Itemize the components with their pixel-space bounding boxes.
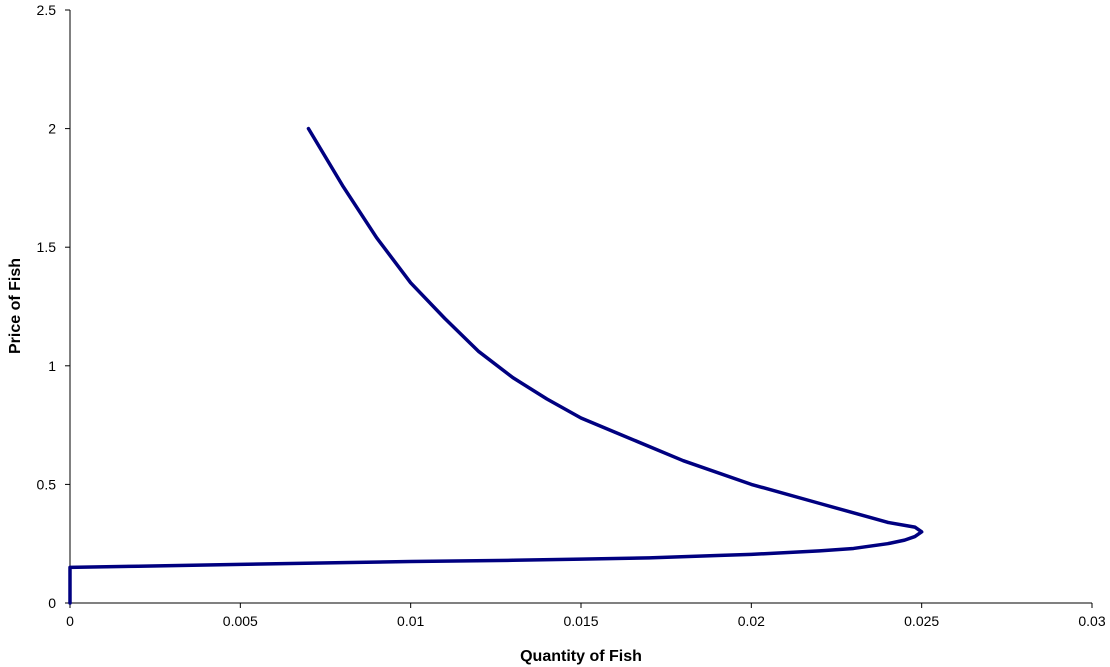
x-axis-title: Quantity of Fish	[520, 648, 642, 665]
series	[68, 126, 924, 605]
y-axis-title: Price of Fish	[7, 258, 24, 354]
x-tick-label: 0.01	[397, 613, 424, 629]
series-line	[68, 126, 924, 605]
y-tick-label: 2.5	[37, 2, 57, 18]
x-tick-label: 0	[66, 613, 74, 629]
axes	[69, 10, 1092, 604]
y-ticks: 0 0.5 1 1.5 2 2.5	[37, 2, 70, 611]
x-tick-label: 0.025	[904, 613, 939, 629]
x-tick-label: 0.005	[223, 613, 258, 629]
y-tick-label: 2	[48, 121, 56, 137]
x-ticks: 0 0.005 0.01 0.015 0.02 0.025 0.03	[66, 603, 1106, 629]
y-tick-label: 1.5	[37, 239, 57, 255]
y-tick-label: 1	[48, 358, 56, 374]
x-tick-label: 0.02	[738, 613, 765, 629]
y-tick-label: 0	[48, 595, 56, 611]
y-tick-label: 0.5	[37, 476, 57, 492]
x-tick-label: 0.015	[563, 613, 598, 629]
x-tick-label: 0.03	[1078, 613, 1105, 629]
